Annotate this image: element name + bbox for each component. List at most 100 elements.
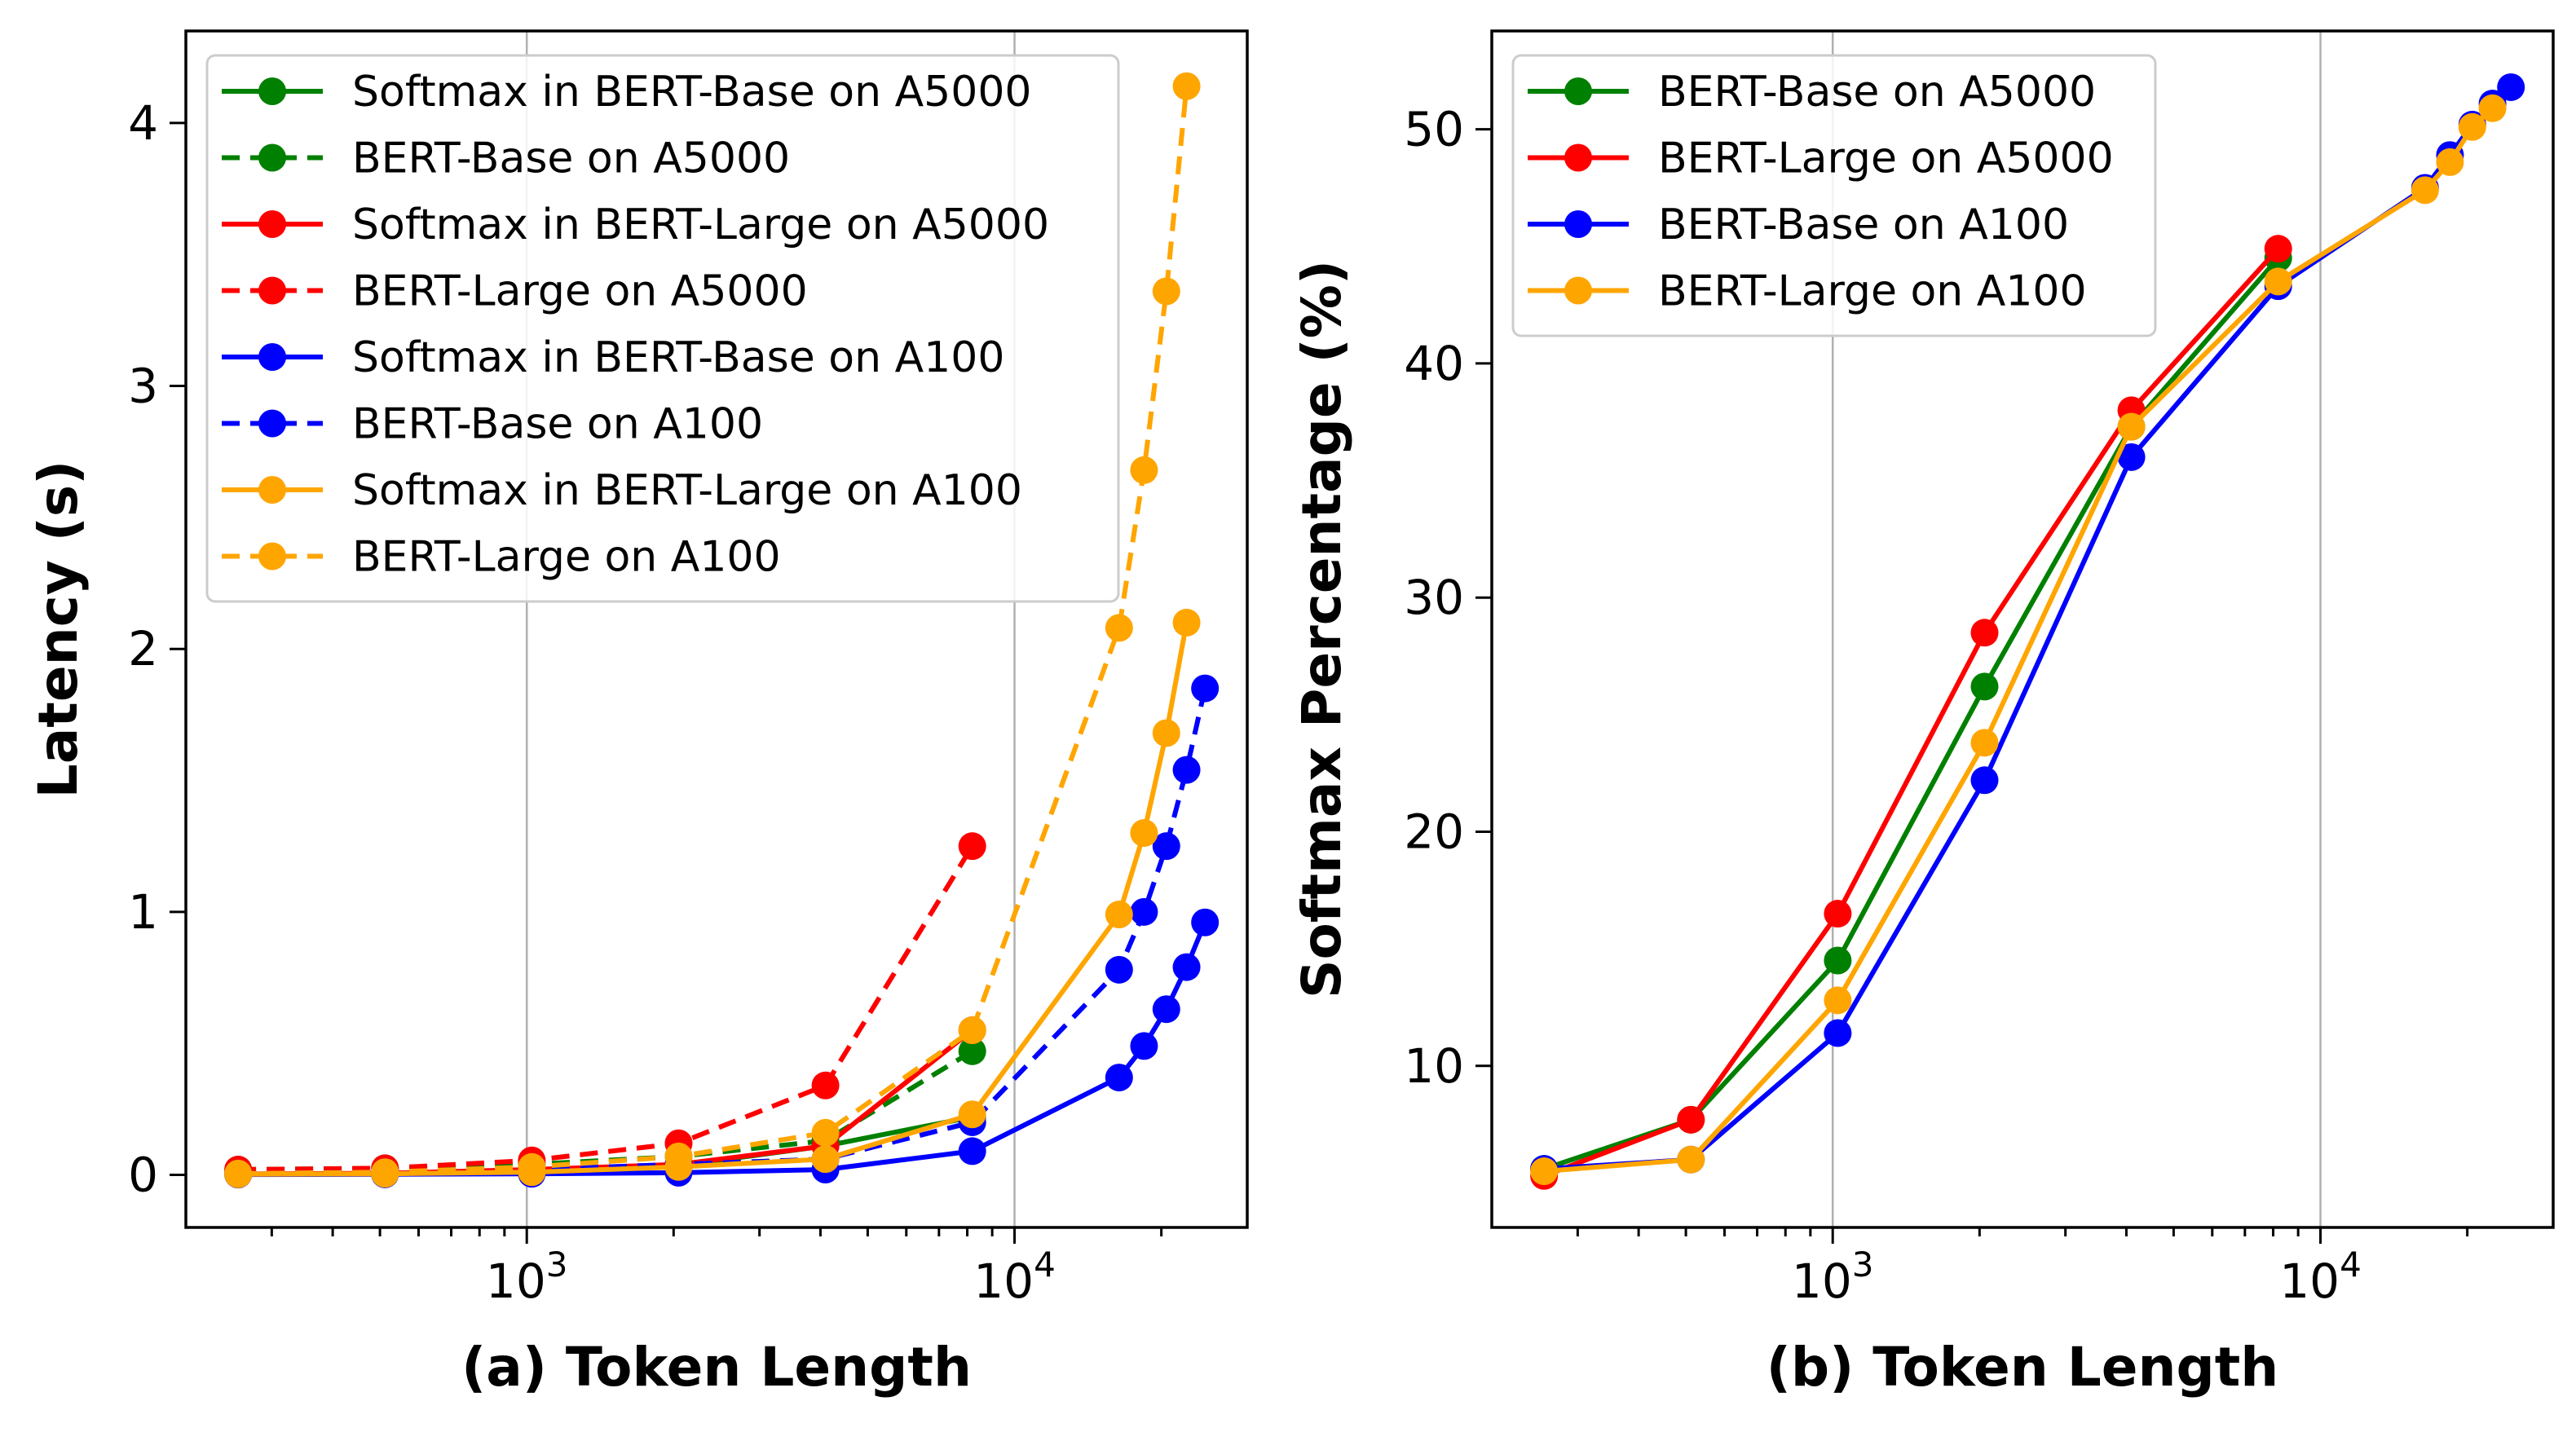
data-point-bert-large-on-a100 — [2478, 94, 2507, 122]
data-point-bert-large-on-a100 — [2264, 267, 2292, 296]
legend-label-softmax-in-bert-large-on-a100: Softmax in BERT-Large on A100 — [352, 466, 1022, 515]
y-tick-label: 0 — [128, 1147, 158, 1202]
legend-marker-softmax-in-bert-base-on-a100 — [258, 343, 286, 371]
legend-marker-softmax-in-bert-large-on-a5000 — [258, 210, 286, 238]
legend: BERT-Base on A5000 BERT-Large on A5000 BER… — [1511, 54, 2157, 337]
data-point-bert-base-on-a100 — [1824, 1019, 1852, 1047]
data-point-softmax-in-bert-large-on-a100 — [1172, 608, 1201, 637]
data-point-softmax-in-bert-base-on-a100 — [1191, 908, 1220, 936]
plot-area — [1530, 73, 2525, 1190]
data-point-bert-large-on-a100 — [1530, 1157, 1559, 1186]
plot-frame — [1490, 29, 2555, 1229]
data-point-bert-large-on-a100 — [664, 1142, 693, 1170]
data-point-softmax-in-bert-base-on-a100 — [1105, 1064, 1133, 1092]
legend-label-softmax-in-bert-base-on-a100: Softmax in BERT-Base on A100 — [352, 333, 1004, 382]
legend-marker-bert-base-on-a100 — [1564, 210, 1592, 238]
data-point-bert-base-on-a100 — [1191, 674, 1220, 703]
data-point-bert-base-on-a100 — [2497, 73, 2525, 101]
data-point-bert-large-on-a5000 — [2264, 235, 2292, 263]
data-point-bert-large-on-a100 — [2411, 176, 2439, 205]
legend-label-bert-large-on-a5000: BERT-Large on A5000 — [352, 267, 808, 316]
series-line-bert-base-on-a5000 — [238, 1049, 974, 1172]
x-tick-label: 103 — [486, 1245, 568, 1309]
data-point-bert-large-on-a100 — [1105, 614, 1133, 642]
y-tick-label: 3 — [128, 359, 158, 414]
data-point-bert-large-on-a100 — [224, 1159, 253, 1187]
data-point-softmax-in-bert-large-on-a100 — [811, 1145, 840, 1174]
legend-label-bert-base-on-a5000: BERT-Base on A5000 — [352, 134, 790, 183]
data-point-softmax-in-bert-large-on-a100 — [1105, 901, 1133, 929]
data-point-softmax-in-bert-large-on-a100 — [1130, 819, 1158, 848]
data-point-softmax-in-bert-base-on-a100 — [1152, 995, 1180, 1024]
data-point-softmax-in-bert-base-on-a100 — [1172, 953, 1201, 981]
legend-label-softmax-in-bert-large-on-a5000: Softmax in BERT-Large on A5000 — [352, 200, 1049, 249]
legend-marker-bert-base-on-a5000 — [258, 143, 286, 172]
y-tick-label: 30 — [1404, 570, 1464, 625]
data-point-bert-large-on-a5000 — [811, 1071, 840, 1099]
legend-marker-bert-base-on-a5000 — [1564, 77, 1592, 105]
data-point-bert-base-on-a5000 — [1970, 672, 1999, 701]
data-point-bert-base-on-a100 — [2117, 443, 2146, 471]
legend-label-bert-base-on-a5000: BERT-Base on A5000 — [1658, 68, 2096, 117]
data-point-bert-large-on-a5000 — [1677, 1105, 1705, 1134]
data-point-bert-large-on-a5000 — [1824, 900, 1852, 928]
data-point-bert-large-on-a5000 — [958, 832, 986, 861]
data-point-bert-large-on-a100 — [1130, 456, 1158, 484]
x-axis-label: (b) Token Length — [1767, 1336, 2279, 1399]
y-tick-label: 2 — [128, 621, 158, 676]
data-point-bert-base-on-a100 — [1970, 766, 1999, 795]
data-point-bert-large-on-a100 — [2117, 412, 2146, 441]
data-point-bert-large-on-a5000 — [1970, 619, 1999, 647]
softmax-percentage-chart: 103 104 10 20 30 40 50 (b) Token Length Softmax … — [1290, 29, 2555, 1399]
y-tick-label: 20 — [1404, 804, 1464, 859]
legend-marker-softmax-in-bert-base-on-a5000 — [258, 77, 286, 105]
y-tick-label: 10 — [1404, 1038, 1464, 1094]
plot-frame — [184, 29, 1249, 1229]
legend-marker-bert-base-on-a100 — [258, 409, 286, 438]
series-line-softmax-in-bert-large-on-a100 — [238, 622, 1189, 1177]
data-point-softmax-in-bert-large-on-a100 — [958, 1100, 986, 1129]
series-line-bert-base-on-a5000 — [1543, 256, 2280, 1172]
legend-marker-bert-large-on-a5000 — [258, 276, 286, 305]
legend-box — [205, 54, 1120, 603]
series-line-softmax-in-bert-base-on-a100 — [238, 921, 1207, 1178]
legend-marker-bert-large-on-a100 — [258, 542, 286, 571]
data-point-bert-large-on-a100 — [811, 1118, 840, 1147]
x-axis-label: (a) Token Length — [461, 1336, 972, 1399]
data-point-bert-large-on-a100 — [2458, 112, 2486, 141]
x-tick-label: 104 — [2279, 1245, 2362, 1309]
series-line-bert-base-on-a100 — [238, 687, 1208, 1176]
data-point-bert-base-on-a100 — [1130, 897, 1158, 926]
data-point-bert-large-on-a100 — [1824, 986, 1852, 1015]
x-tick-label: 103 — [1792, 1245, 1874, 1309]
data-point-softmax-in-bert-base-on-a100 — [958, 1137, 986, 1165]
legend-box — [1511, 54, 2157, 337]
y-tick-label: 1 — [128, 884, 158, 940]
legend-label-bert-large-on-a5000: BERT-Large on A5000 — [1658, 134, 2114, 183]
data-point-bert-base-on-a100 — [1152, 832, 1180, 861]
y-axis-label: Latency (s) — [27, 460, 90, 799]
data-point-bert-large-on-a100 — [1152, 277, 1180, 306]
x-tick-label: 104 — [973, 1245, 1056, 1309]
data-point-bert-large-on-a100 — [518, 1152, 546, 1181]
data-point-bert-large-on-a100 — [1970, 729, 1999, 757]
y-tick-label: 4 — [128, 95, 158, 151]
data-point-bert-large-on-a100 — [371, 1158, 399, 1187]
legend-label-bert-large-on-a100: BERT-Large on A100 — [352, 533, 781, 582]
y-tick-label: 50 — [1404, 102, 1464, 157]
data-point-bert-large-on-a100 — [958, 1016, 986, 1045]
legend-marker-bert-large-on-a100 — [1564, 276, 1592, 305]
legend-marker-softmax-in-bert-large-on-a100 — [258, 476, 286, 504]
data-point-bert-large-on-a100 — [2436, 148, 2464, 176]
data-point-bert-base-on-a100 — [1172, 756, 1201, 784]
data-point-bert-base-on-a100 — [1105, 955, 1133, 984]
latency-chart: 103 104 0 1 2 3 4 (a) Token Length Latency (s) So… — [27, 29, 1249, 1399]
legend-label-bert-base-on-a100: BERT-Base on A100 — [1658, 200, 2069, 249]
data-point-bert-base-on-a5000 — [1824, 946, 1852, 975]
legend-marker-bert-large-on-a5000 — [1564, 143, 1592, 172]
series-line-bert-large-on-a5000 — [1543, 247, 2280, 1179]
data-point-bert-large-on-a100 — [1677, 1145, 1705, 1174]
data-point-bert-base-on-a5000 — [958, 1037, 986, 1065]
data-point-softmax-in-bert-base-on-a100 — [1130, 1032, 1158, 1060]
